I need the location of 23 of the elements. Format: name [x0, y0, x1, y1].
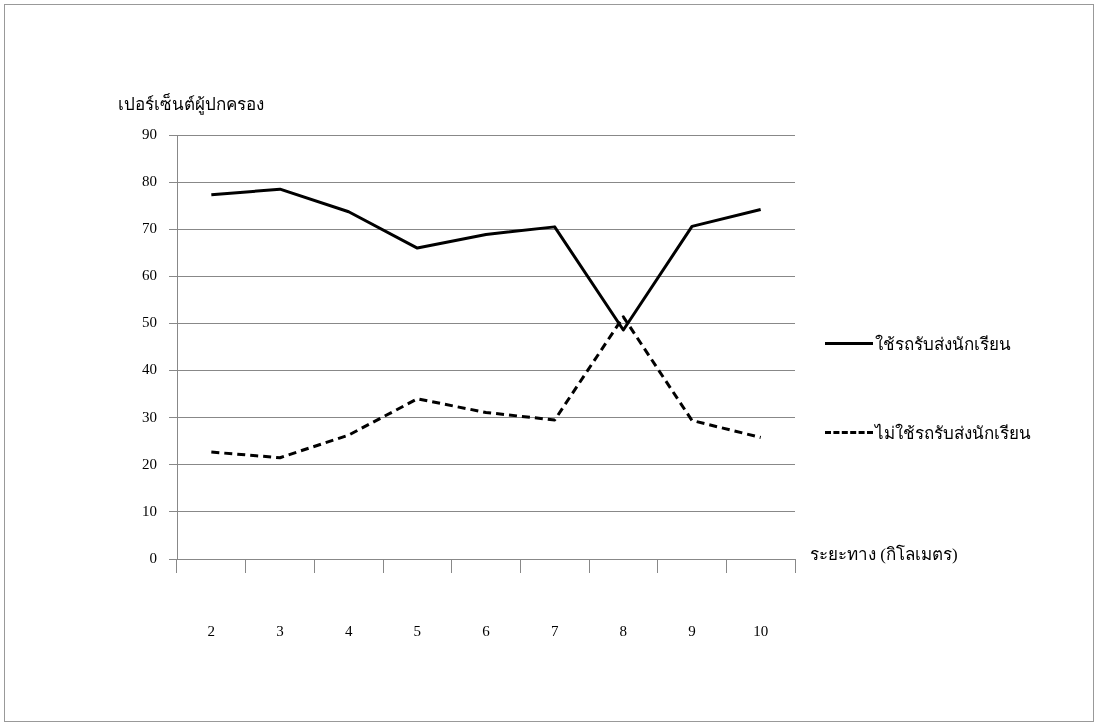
y-tick-label: 30	[142, 408, 157, 425]
x-axis-title: ระยะทาง (กิโลเมตร)	[810, 543, 958, 566]
y-axis-title: เปอร์เซ็นต์ผู้ปกครอง	[118, 92, 264, 117]
y-tick-label: 10	[142, 502, 157, 519]
x-tick-label: 10	[753, 622, 769, 639]
x-tick-label: 4	[344, 622, 353, 639]
y-tick-label: 70	[142, 220, 157, 237]
x-tick-label: 2	[207, 622, 216, 639]
x-tick-label: 5	[413, 622, 422, 639]
y-tick-label: 80	[142, 173, 157, 190]
x-tick-label: 7	[550, 622, 559, 639]
x-tick-label: 3	[276, 622, 284, 639]
y-tick-label: 60	[142, 267, 157, 284]
legend-label: ไม่ใช้รถรับส่งนักเรียน	[875, 422, 1031, 445]
y-tick-label: 0	[149, 549, 157, 566]
x-tick-label: 9	[688, 622, 696, 639]
legend-label: ใช้รถรับส่งนักเรียน	[875, 333, 1011, 356]
y-tick-label: 50	[142, 314, 157, 331]
y-tick-label: 20	[142, 455, 157, 472]
x-tick-label: 8	[619, 622, 628, 639]
x-tick-label: 6	[482, 622, 491, 639]
y-tick-label: 40	[142, 361, 157, 378]
y-tick-label: 90	[142, 125, 157, 142]
